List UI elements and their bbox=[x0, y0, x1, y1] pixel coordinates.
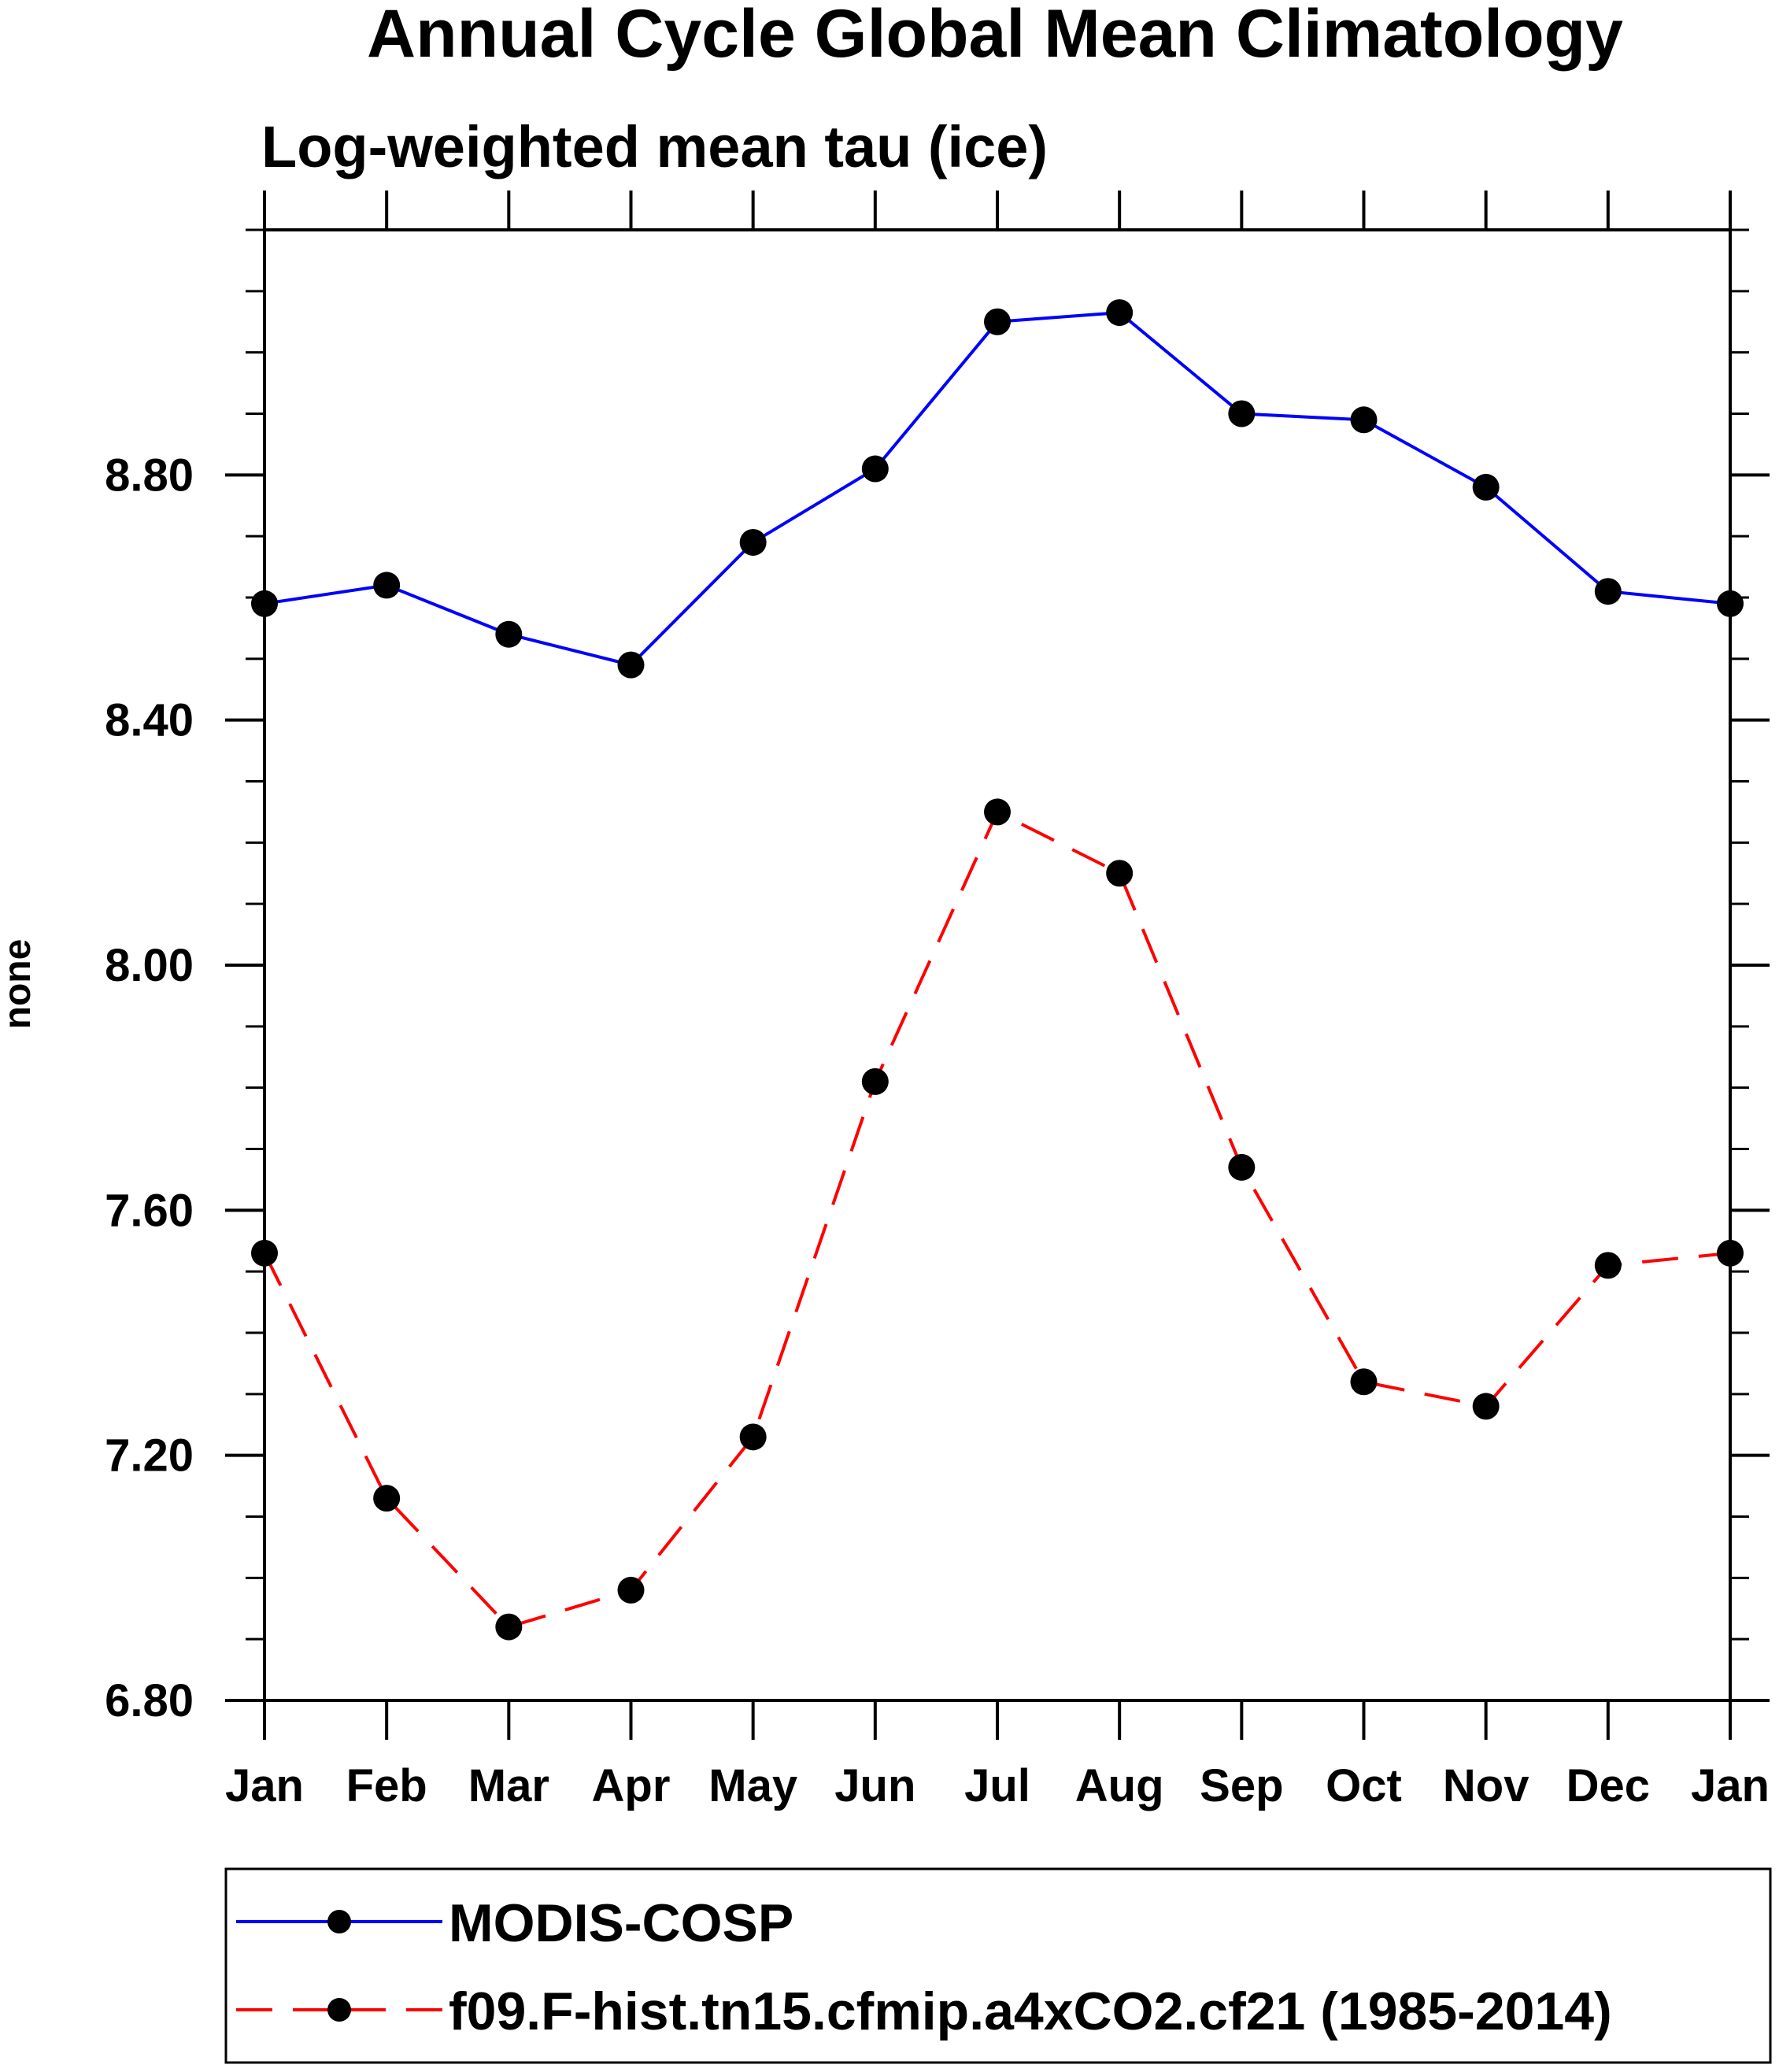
series-1-point bbox=[495, 1613, 523, 1641]
series-line-0 bbox=[264, 311, 1731, 667]
plot-frame bbox=[263, 228, 1732, 1702]
y-axis-label: none bbox=[0, 939, 39, 1030]
y-tick-label: 6.80 bbox=[105, 1675, 194, 1726]
series-0-point bbox=[1228, 400, 1256, 427]
series-0-point bbox=[495, 620, 523, 648]
series-0-point bbox=[984, 308, 1011, 335]
legend-marker-model bbox=[327, 1998, 351, 2022]
x-tick-label: Aug bbox=[1075, 1760, 1164, 1811]
legend-label-modis: MODIS-COSP bbox=[449, 1893, 793, 1953]
series-1-point bbox=[739, 1423, 767, 1451]
chart-title: Annual Cycle Global Mean Climatology bbox=[367, 0, 1623, 72]
x-tick-label: Jan bbox=[1691, 1760, 1770, 1811]
x-tick-label: Jun bbox=[834, 1760, 915, 1811]
series-0-point bbox=[1106, 299, 1134, 327]
series-1-point bbox=[861, 1067, 889, 1095]
legend: MODIS-COSP f09.F-hist.tn15.cfmip.a4xCO2.… bbox=[224, 1867, 1772, 2064]
x-tick-label: Jul bbox=[964, 1760, 1030, 1811]
legend-box bbox=[224, 1867, 1772, 2064]
series-1-point bbox=[1106, 860, 1134, 887]
x-tick-labels: Jan Feb Mar Apr May Jun Jul Aug Sep Oct Nov Dec Jan bbox=[225, 1760, 1770, 1811]
x-tick-label: Apr bbox=[592, 1760, 671, 1811]
axis-ticks bbox=[225, 191, 1770, 1740]
series-0-point bbox=[1350, 406, 1378, 434]
x-tick-label: Feb bbox=[346, 1760, 427, 1811]
x-tick-label: May bbox=[708, 1760, 797, 1811]
legend-marker-modis bbox=[327, 1910, 351, 1933]
series-0-point bbox=[617, 651, 645, 679]
series-1-point bbox=[984, 798, 1011, 826]
chart-subtitle: Log-weighted mean tau (ice) bbox=[261, 114, 1048, 179]
series-0-point bbox=[861, 455, 889, 483]
y-tick-label: 7.60 bbox=[105, 1185, 194, 1236]
series-1-point bbox=[617, 1576, 645, 1604]
series-0-point bbox=[739, 528, 767, 556]
x-tick-label: Mar bbox=[468, 1760, 549, 1811]
y-tick-label: 8.00 bbox=[105, 940, 194, 991]
series-1-point bbox=[1594, 1252, 1622, 1279]
y-tick-label: 8.80 bbox=[105, 450, 194, 501]
series-1-point bbox=[373, 1485, 401, 1512]
y-tick-label: 8.40 bbox=[105, 695, 194, 746]
series-1-point bbox=[1350, 1368, 1378, 1396]
series-line-1 bbox=[263, 809, 1731, 1629]
legend-label-model: f09.F-hist.tn15.cfmip.a4xCO2.cf21 (1985-… bbox=[449, 1981, 1612, 2041]
x-tick-label: Dec bbox=[1566, 1760, 1650, 1811]
x-tick-label: Nov bbox=[1443, 1760, 1529, 1811]
x-tick-label: Oct bbox=[1326, 1760, 1402, 1811]
series-0-point bbox=[1594, 578, 1622, 605]
series-1-point bbox=[1472, 1393, 1500, 1420]
series-layer bbox=[251, 299, 1744, 1641]
x-tick-label: Jan bbox=[225, 1760, 304, 1811]
y-tick-labels: 6.80 7.20 7.60 8.00 8.40 8.80 bbox=[105, 450, 194, 1726]
series-0-point bbox=[1472, 473, 1500, 501]
x-tick-label: Sep bbox=[1200, 1760, 1283, 1811]
series-1-point bbox=[1228, 1153, 1256, 1181]
y-tick-label: 7.20 bbox=[105, 1430, 194, 1482]
series-0-point bbox=[373, 572, 401, 599]
